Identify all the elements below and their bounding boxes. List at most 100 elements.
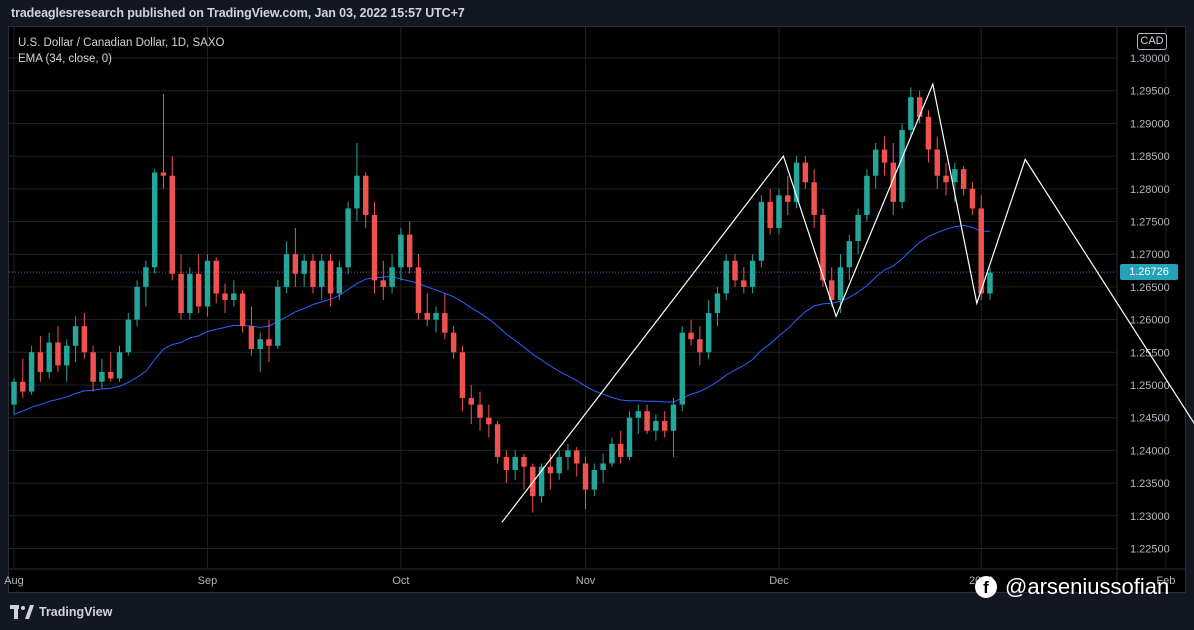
candle-body[interactable] — [785, 195, 791, 202]
candle-body[interactable] — [81, 326, 88, 353]
candle-body[interactable] — [758, 201, 765, 261]
candle-body[interactable] — [697, 339, 703, 353]
candle-body[interactable] — [143, 267, 149, 287]
candle-body[interactable] — [872, 149, 879, 176]
candle-body[interactable] — [433, 313, 439, 320]
candle-body[interactable] — [345, 208, 351, 268]
candle-body[interactable] — [767, 201, 773, 229]
candle-body[interactable] — [521, 456, 527, 467]
candle-body[interactable] — [512, 456, 518, 471]
candle-body[interactable] — [239, 293, 246, 327]
candle-body[interactable] — [266, 339, 272, 346]
candle-body[interactable] — [547, 466, 554, 474]
candle-body[interactable] — [670, 404, 677, 431]
candle-body[interactable] — [661, 420, 668, 431]
candle-body[interactable] — [881, 149, 888, 163]
candle-body[interactable] — [389, 267, 395, 287]
candle-body[interactable] — [820, 214, 826, 281]
candle-body[interactable] — [398, 234, 404, 268]
candle-body[interactable] — [310, 260, 316, 287]
candle-body[interactable] — [28, 352, 35, 392]
candle-body[interactable] — [644, 411, 650, 431]
candle-body[interactable] — [231, 293, 237, 300]
candle-body[interactable] — [160, 172, 167, 176]
candle-body[interactable] — [890, 162, 897, 202]
candle-body[interactable] — [837, 267, 844, 300]
candle-body[interactable] — [591, 470, 598, 490]
candle-body[interactable] — [494, 424, 501, 457]
candle-body[interactable] — [301, 260, 307, 274]
candle-body[interactable] — [723, 260, 729, 294]
candle-body[interactable] — [811, 182, 817, 215]
candle-body[interactable] — [987, 272, 993, 294]
candle-body[interactable] — [11, 381, 17, 405]
candle-body[interactable] — [178, 273, 184, 314]
candle-body[interactable] — [538, 466, 545, 497]
candle-body[interactable] — [793, 162, 800, 202]
candle-body[interactable] — [125, 319, 132, 353]
candle-body[interactable] — [257, 339, 263, 350]
candle-body[interactable] — [99, 371, 105, 382]
candle-body[interactable] — [283, 254, 290, 287]
candle-body[interactable] — [195, 273, 202, 307]
candle-body[interactable] — [943, 175, 949, 183]
candle-body[interactable] — [319, 260, 325, 287]
candle-body[interactable] — [415, 267, 422, 314]
candle-body[interactable] — [90, 352, 96, 382]
candle-body[interactable] — [222, 293, 228, 300]
candle-body[interactable] — [424, 313, 430, 320]
candle-body[interactable] — [20, 381, 26, 392]
indicator-label[interactable]: EMA (34, close, 0) — [18, 53, 112, 65]
candle-body[interactable] — [248, 326, 255, 350]
candle-body[interactable] — [37, 352, 44, 372]
candle-body[interactable] — [679, 332, 685, 405]
candle-body[interactable] — [714, 293, 721, 314]
candle-body[interactable] — [934, 149, 940, 176]
candle-body[interactable] — [741, 280, 747, 287]
candle-body[interactable] — [846, 241, 853, 268]
candle-body[interactable] — [802, 162, 809, 183]
candle-body[interactable] — [635, 411, 642, 418]
candle-body[interactable] — [116, 352, 123, 379]
candle-body[interactable] — [916, 97, 923, 117]
candle-body[interactable] — [380, 280, 387, 287]
candle-body[interactable] — [46, 342, 52, 372]
candle-body[interactable] — [275, 286, 281, 346]
candle-body[interactable] — [556, 456, 562, 474]
candle-body[interactable] — [749, 260, 756, 287]
candle-body[interactable] — [925, 116, 932, 150]
candle-body[interactable] — [327, 260, 334, 294]
candle-body[interactable] — [908, 97, 914, 130]
candle-body[interactable] — [582, 463, 589, 490]
candle-body[interactable] — [204, 260, 211, 307]
candle-body[interactable] — [468, 398, 474, 405]
candle-body[interactable] — [952, 169, 958, 183]
candle-body[interactable] — [705, 313, 712, 353]
drawing-path[interactable] — [501, 82, 1194, 523]
candle-body[interactable] — [486, 417, 492, 425]
candle-body[interactable] — [653, 420, 659, 431]
candle-body[interactable] — [600, 463, 606, 471]
ema-line[interactable] — [13, 224, 990, 415]
candle-body[interactable] — [899, 129, 905, 202]
candle-body[interactable] — [617, 443, 624, 457]
candle-body[interactable] — [574, 450, 580, 464]
candle-body[interactable] — [64, 345, 70, 366]
candle-body[interactable] — [187, 273, 193, 314]
symbol-label[interactable]: U.S. Dollar / Canadian Dollar, 1D, SAXO — [18, 37, 225, 49]
candle-body[interactable] — [354, 175, 360, 209]
candle-body[interactable] — [362, 175, 369, 215]
candle-body[interactable] — [406, 234, 413, 268]
candle-body[interactable] — [151, 172, 158, 268]
candle-body[interactable] — [776, 195, 782, 229]
candle-body[interactable] — [855, 214, 861, 242]
candle-body[interactable] — [477, 404, 483, 418]
candle-body[interactable] — [371, 214, 378, 281]
candle-body[interactable] — [442, 313, 448, 333]
candle-body[interactable] — [72, 326, 79, 346]
candle-body[interactable] — [626, 417, 633, 457]
candle-body[interactable] — [292, 254, 299, 274]
candle-body[interactable] — [169, 175, 175, 274]
candle-body[interactable] — [688, 332, 694, 340]
